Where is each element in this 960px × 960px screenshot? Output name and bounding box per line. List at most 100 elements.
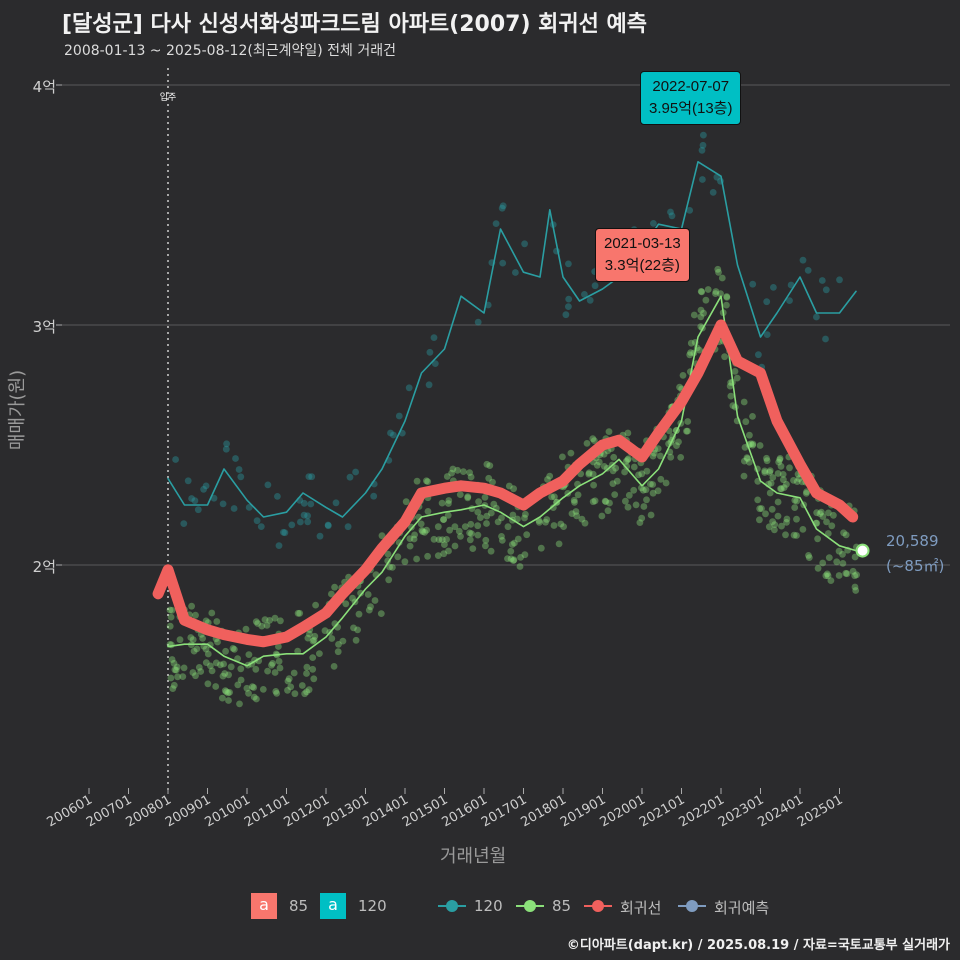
scatter-point-85 [277, 617, 284, 625]
scatter-point-85 [778, 485, 785, 493]
scatter-point-120 [316, 532, 324, 540]
legend-box-120-label: 120 [358, 897, 387, 915]
scatter-point-85 [204, 650, 212, 658]
scatter-point-120 [786, 297, 793, 304]
scatter-point-85 [585, 470, 593, 478]
scatter-point-85 [202, 645, 210, 653]
scatter-point-85 [570, 496, 578, 504]
scatter-point-120 [667, 208, 674, 216]
scatter-point-85 [272, 688, 280, 695]
scatter-point-120 [699, 176, 706, 183]
scatter-point-85 [603, 464, 611, 472]
scatter-point-85 [507, 547, 515, 555]
scatter-point-120 [300, 499, 308, 507]
scatter-point-120 [257, 523, 265, 530]
scatter-point-85 [684, 418, 692, 425]
chart-title: [달성군] 다사 신성서화성파크드림 아파트(2007) 회귀선 예측 [62, 12, 648, 37]
scatter-point-120 [275, 542, 283, 549]
scatter-point-85 [168, 656, 176, 663]
scatter-point-85 [316, 650, 323, 657]
scatter-point-85 [481, 494, 489, 501]
scatter-point-85 [490, 500, 498, 508]
scatter-point-85 [372, 571, 380, 579]
scatter-point-85 [193, 645, 201, 653]
scatter-point-85 [261, 616, 269, 623]
scatter-point-85 [309, 654, 317, 661]
scatter-point-85 [438, 536, 446, 544]
scatter-point-85 [434, 523, 442, 531]
scatter-point-85 [783, 519, 790, 526]
scatter-point-120 [499, 202, 507, 210]
scatter-point-85 [790, 531, 798, 539]
scatter-point-85 [521, 514, 528, 522]
scatter-point-85 [657, 475, 665, 483]
scatter-point-85 [335, 641, 342, 648]
legend-box-85-label: 85 [289, 897, 309, 915]
scatter-point-85 [742, 418, 750, 426]
scatter-point-85 [510, 556, 518, 564]
regression-line [152, 319, 859, 648]
scatter-point-85 [367, 603, 374, 611]
scatter-point-85 [696, 346, 703, 354]
scatter-point-85 [802, 490, 810, 497]
scatter-point-85 [253, 695, 260, 703]
scatter-point-85 [630, 486, 638, 494]
scatter-point-85 [371, 597, 379, 604]
scatter-point-85 [197, 668, 205, 675]
scatter-point-85 [780, 476, 787, 484]
scatter-point-85 [474, 508, 482, 516]
scatter-point-85 [654, 487, 662, 495]
scatter-point-120 [499, 259, 507, 267]
scatter-point-85 [510, 485, 517, 493]
max-120-date: 2022-07-07 [652, 78, 730, 95]
scatter-point-85 [413, 477, 421, 485]
scatter-point-85 [723, 293, 731, 300]
scatter-point-85 [258, 622, 266, 630]
scatter-point-85 [291, 690, 299, 698]
scatter-point-120 [804, 267, 812, 274]
scatter-point-120 [425, 381, 433, 389]
scatter-point-85 [585, 469, 593, 477]
scatter-point-85 [827, 577, 835, 584]
scatter-point-85 [741, 444, 749, 451]
scatter-point-85 [673, 442, 680, 449]
scatter-point-85 [310, 636, 318, 644]
scatter-point-85 [242, 625, 250, 633]
scatter-point-85 [418, 527, 426, 534]
scatter-point-85 [749, 413, 756, 420]
scatter-point-85 [214, 638, 221, 646]
legend-line-120-label: 120 [474, 897, 503, 915]
scatter-point-85 [516, 563, 524, 570]
scatter-point-85 [511, 539, 518, 547]
prediction-label: 20,589 (~85㎡) [886, 529, 944, 579]
scatter-point-85 [365, 606, 373, 614]
max-85-value: 3.3억(22층) [604, 257, 680, 274]
scatter-point-85 [840, 529, 847, 537]
legend-regression-label: 회귀선 [620, 899, 662, 917]
scatter-point-120 [300, 511, 308, 519]
scatter-point-85 [167, 613, 175, 621]
scatter-point-85 [350, 624, 357, 632]
scatter-point-85 [309, 665, 317, 673]
scatter-point-120 [822, 286, 830, 294]
scatter-point-85 [762, 510, 769, 518]
scatter-point-85 [726, 382, 734, 390]
scatter-point-85 [231, 646, 238, 653]
scatter-point-85 [768, 505, 776, 513]
scatter-point-85 [761, 467, 769, 475]
scatter-point-85 [309, 637, 317, 645]
scatter-point-85 [632, 501, 640, 509]
scatter-point-85 [721, 353, 728, 361]
scatter-point-120 [426, 348, 434, 356]
scatter-point-85 [851, 572, 859, 580]
scatter-point-85 [406, 542, 414, 550]
scatter-point-120 [332, 499, 340, 507]
scatter-point-85 [245, 689, 252, 697]
scatter-point-85 [237, 665, 245, 673]
scatter-point-85 [712, 288, 720, 295]
scatter-point-85 [482, 542, 489, 550]
scatter-point-85 [451, 523, 459, 531]
scatter-point-85 [385, 576, 393, 584]
scatter-point-85 [507, 555, 515, 563]
scatter-point-85 [467, 473, 475, 481]
